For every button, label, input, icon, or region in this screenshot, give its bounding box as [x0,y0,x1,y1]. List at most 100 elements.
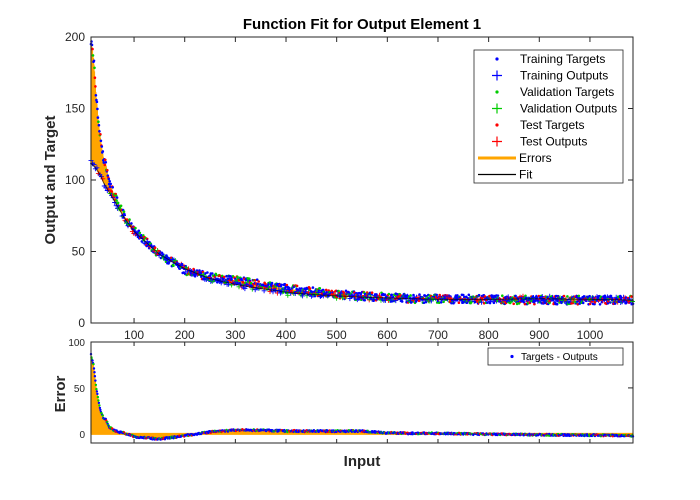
error-point [94,383,98,387]
target-point [97,123,101,127]
target-point [222,275,226,279]
legend-label: Training Targets [520,52,605,66]
target-point [256,282,260,286]
fit-y-tick-label: 50 [72,245,86,259]
output-point [285,292,291,298]
fit-y-label: Output and Target [42,116,59,245]
target-point [138,231,142,235]
target-point [108,180,111,183]
error-y-tick-label: 100 [68,338,85,349]
error-x-ticks [133,342,591,443]
target-point [220,274,224,278]
fit-y-tick-label: 0 [78,316,85,330]
target-point [412,293,415,297]
error-legend-label: Targets - Outputs [521,352,598,363]
error-point [93,371,96,374]
target-point [488,294,491,298]
error-point [101,414,105,417]
target-point [477,293,481,297]
target-point [115,199,118,202]
target-point [248,277,251,281]
fit-x-tick-label: 600 [377,328,397,342]
target-point [514,294,517,298]
target-point [311,286,315,289]
target-point [93,76,97,79]
target-point [555,302,559,306]
error-axes: 0 50 100 Error Input Targets - Outputs [52,338,635,470]
target-point [394,292,398,296]
target-point [581,301,585,305]
target-point [195,269,199,272]
output-point [300,293,306,299]
target-point [390,293,394,297]
fit-y-tick-label: 100 [65,173,85,187]
legend-label: Validation Outputs [520,102,617,116]
target-point [116,201,120,205]
target-point [111,186,114,189]
fit-x-tick-label: 800 [479,328,499,342]
legend-marker-dot [495,123,499,127]
fit-x-tick-label: 1000 [577,328,604,342]
target-point [128,218,131,221]
target-point [577,294,581,298]
fit-line [90,162,633,301]
target-point [318,287,322,290]
target-point [172,264,175,268]
target-point [96,107,99,111]
target-point [268,281,272,284]
target-point [104,161,108,164]
target-point [457,301,461,305]
fit-x-tick-label: 200 [175,328,195,342]
output-point [479,299,485,305]
target-point [95,100,99,104]
target-point [400,300,404,303]
error-x-label: Input [344,453,381,470]
target-point [161,253,165,256]
target-point [418,293,421,296]
target-point [442,300,445,304]
target-point [370,291,374,295]
fit-y-ticks: 0 50 100 150 200 [65,30,633,330]
target-point [280,283,283,287]
fit-x-tick-label: 400 [276,328,296,342]
target-point [230,277,233,281]
target-point [435,293,439,297]
target-point [624,296,628,299]
error-point [97,399,100,402]
target-point [103,163,107,167]
error-point [95,390,99,393]
target-point [308,287,312,290]
target-point [566,295,569,298]
error-point [97,401,101,405]
target-point [422,301,426,305]
error-axes-box [90,341,634,444]
error-point [91,359,94,362]
target-point [383,293,387,296]
fit-x-ticks: 100 200 300 400 500 600 700 800 900 1000 [124,37,604,342]
target-point [324,288,328,292]
target-point [363,298,367,302]
target-point [535,296,539,299]
target-point [122,210,126,213]
target-point [92,59,96,63]
target-point [98,130,101,133]
fit-x-tick-label: 100 [124,328,144,342]
target-point [439,301,443,304]
target-point [236,275,239,279]
legend-marker-dot [495,57,499,61]
error-point [98,406,102,410]
target-point [206,271,209,274]
output-point [242,286,248,292]
error-point [96,392,99,396]
target-point [255,278,259,282]
fit-legend-box [473,49,624,184]
legend-marker-plus [492,70,502,81]
target-point [209,274,212,278]
target-point [204,272,207,275]
target-point [562,294,566,298]
fit-title: Function Fit for Output Element 1 [243,16,481,33]
error-point [99,408,102,412]
target-point [523,302,527,306]
target-point [130,222,133,225]
target-point [94,94,98,97]
